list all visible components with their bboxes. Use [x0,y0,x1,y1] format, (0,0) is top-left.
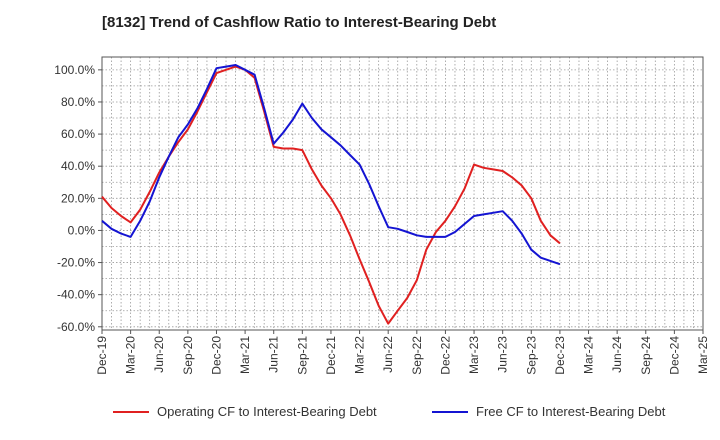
legend-swatch-free-cf [432,410,468,413]
x-tick-label: Mar-22 [353,336,367,374]
x-tick-label: Dec-20 [209,336,223,375]
y-tick-label: 80.0% [61,95,95,109]
legend-item-free-cf: Free CF to Interest-Bearing Debt [432,404,665,419]
x-tick-label: Jun-24 [610,336,624,373]
x-tick-label: Jun-20 [152,336,166,373]
legend-swatch-operating-cf [113,410,149,413]
y-tick-label: -20.0% [57,256,95,270]
y-tick-label: 60.0% [61,127,95,141]
x-tick-label: Sep-23 [524,336,538,375]
x-tick-label: Mar-23 [467,336,481,374]
x-tick-label: Mar-21 [238,336,252,374]
y-tick-label: 20.0% [61,191,95,205]
x-tick-label: Jun-21 [267,336,281,373]
y-tick-label: 0.0% [68,223,96,237]
x-tick-label: Jun-23 [496,336,510,373]
x-tick-label: Mar-24 [582,336,596,374]
x-tick-label: Sep-22 [410,336,424,375]
y-tick-label: -40.0% [57,288,95,302]
chart-legend: Operating CF to Interest-Bearing Debt Fr… [0,404,720,426]
x-tick-label: Dec-19 [95,336,109,375]
x-tick-label: Dec-21 [324,336,338,375]
x-tick-label: Mar-20 [124,336,138,374]
y-tick-label: 100.0% [54,63,95,77]
x-tick-label: Sep-20 [181,336,195,375]
x-tick-label: Mar-25 [696,336,710,374]
x-tick-label: Sep-24 [639,336,653,375]
chart-title: [8132] Trend of Cashflow Ratio to Intere… [102,14,497,31]
y-tick-label: 40.0% [61,159,95,173]
x-tick-label: Dec-22 [438,336,452,375]
legend-item-operating-cf: Operating CF to Interest-Bearing Debt [113,404,377,419]
x-tick-label: Dec-23 [553,336,567,375]
x-tick-label: Sep-21 [295,336,309,375]
legend-label-operating-cf: Operating CF to Interest-Bearing Debt [157,404,377,419]
series-line-operating-cf [101,65,561,325]
y-tick-label: -60.0% [57,320,95,334]
legend-label-free-cf: Free CF to Interest-Bearing Debt [476,404,666,419]
x-tick-label: Dec-24 [667,336,681,375]
x-tick-label: Jun-22 [381,336,395,373]
series-line-free-cf [101,64,561,266]
plot-area-border [101,56,704,331]
